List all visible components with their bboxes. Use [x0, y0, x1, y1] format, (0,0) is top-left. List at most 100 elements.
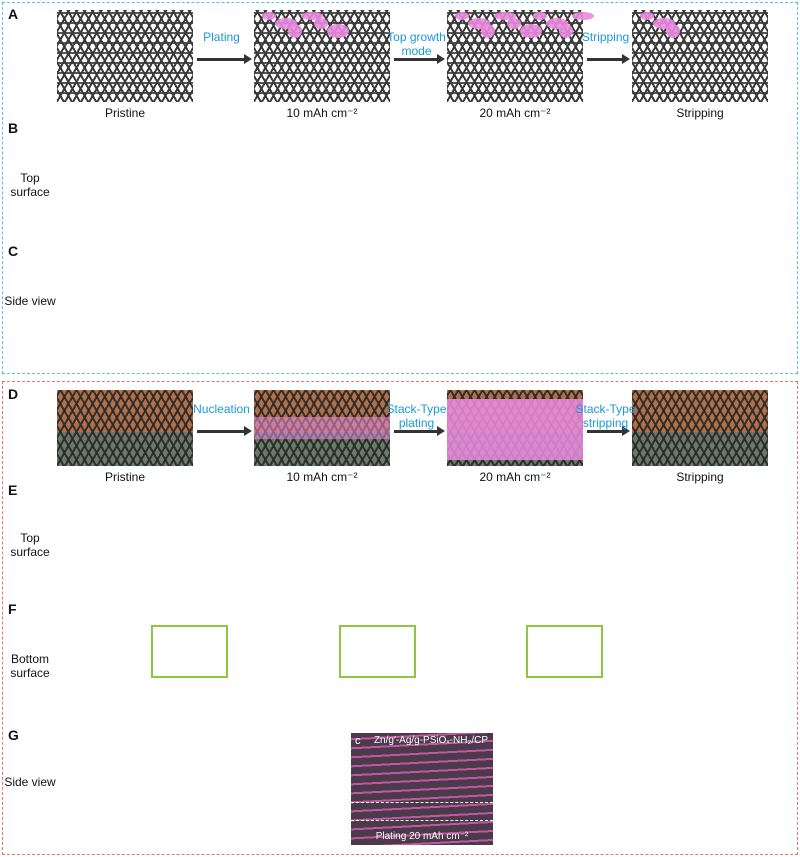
- inset-scale-label: 10 μm: [379, 662, 410, 675]
- scale-bar: [202, 656, 220, 659]
- scale-bar: [188, 701, 222, 703]
- panel-sub-letter: c: [437, 128, 443, 140]
- panel-sub-letter: c: [437, 609, 443, 621]
- image-title: Zn/CP: [752, 130, 787, 144]
- dash-line: [497, 820, 639, 822]
- micrograph: d Zn/g′-Ag/g-PSiOₓ-NH₂/CP Stripping 15 mAh…: [497, 733, 639, 845]
- schematic: [447, 10, 594, 102]
- scale-bar: [750, 701, 784, 703]
- dash-line: [246, 261, 418, 262]
- dash-line: [351, 802, 493, 804]
- panel-sub-letter: d: [624, 490, 631, 502]
- panel-sub-letter: d: [501, 735, 508, 747]
- row-label: Top surface: [10, 531, 50, 559]
- micrograph: c Zn/g′-Ag/g-PSiOₓ-NH₂/CP 50 μm: [433, 488, 605, 602]
- image-title: Zn/g′-Ag/g-PSiOₓ-NH₂/CP: [650, 611, 787, 625]
- image-title: Zn/g′-Ag/g-PSiOₓ-NH₂/CP: [463, 611, 600, 625]
- stage-label: Pristine: [104, 106, 145, 120]
- dash-line: [58, 802, 200, 804]
- image-title: Zn/g′-Ag/g-PSiOₓ-NH₂/CP: [80, 735, 195, 746]
- zn-deposit: [653, 18, 675, 29]
- micrograph: d Zn/CP 50 μm: [620, 126, 792, 244]
- micrograph: c Zn/CP Plating 20 mAh cm⁻²: [433, 249, 605, 367]
- arrow-label: Nucleation: [193, 402, 250, 416]
- stage-label: Stripping: [676, 106, 724, 120]
- image-title: Zn/g′-Ag/g-PSiOₓ-NH₂/CP: [519, 735, 634, 746]
- stage-label: 10 mAh cm⁻²: [286, 106, 358, 120]
- caption: Plating 5 mAh cm⁻²: [91, 350, 197, 364]
- zn-deposit: [314, 18, 328, 29]
- image-title: Zn/CP: [190, 251, 225, 265]
- schematic: [632, 10, 768, 102]
- micrograph: d Zn/CP Completely stripping: [620, 249, 792, 367]
- caption: Completely stripping: [668, 831, 760, 842]
- panel-letter: G: [8, 727, 19, 743]
- stage-label: 20 mAh cm⁻²: [479, 106, 551, 120]
- row-label: Bottom surface: [10, 652, 50, 680]
- panel-letter: A: [8, 6, 19, 22]
- caption: Plating 5 mAh cm⁻²: [85, 831, 173, 842]
- micrograph: d Zn/g′-Ag/g-PSiOₓ-NH₂/CP 50 μm: [620, 488, 792, 602]
- scale-label: 50 μm: [378, 584, 412, 598]
- image-title: Zn/g′-Ag/g-PSiOₓ-NH₂/CP: [276, 611, 413, 625]
- inset-scale-label: 5 μm: [197, 662, 222, 675]
- scale-bar: [376, 220, 410, 222]
- image-title: Zn/CP: [565, 130, 600, 144]
- panel-sub-letter: b: [250, 251, 257, 263]
- inset: 10 μm: [338, 625, 416, 679]
- scale-label: 50 μm: [190, 707, 224, 721]
- micrograph: b Zn/g′-Ag/g-PSiOₓ-NH₂/CP Plating 10 mAh c…: [205, 733, 347, 845]
- zn-deposit: [572, 12, 594, 20]
- zn-deposit: [507, 18, 521, 29]
- caption: Plating 10 mAh cm⁻²: [276, 350, 388, 364]
- dash-line: [58, 281, 230, 282]
- image-title: Bare CP: [179, 130, 225, 144]
- scale-label: 50 μm: [752, 226, 786, 240]
- panel-sub-letter: a: [62, 735, 69, 747]
- micrograph: d Zn/g′-Ag/g-PSiOₓ-NH₂/CP 50 μm: [620, 607, 792, 725]
- scale-label: 50 μm: [752, 707, 786, 721]
- zn-deposit: [275, 18, 297, 29]
- scale-bar: [376, 578, 410, 580]
- caption: Plating 20 mAh cm⁻²: [463, 350, 575, 364]
- panel-sub-letter: a: [62, 490, 69, 502]
- scale-label: 50 μm: [378, 226, 412, 240]
- scale-bar: [376, 701, 410, 703]
- zn-deposit: [288, 24, 302, 38]
- dash-line: [433, 261, 605, 262]
- panel-sub-letter: a: [62, 609, 69, 621]
- caption: Plating 20 mAh cm⁻²: [375, 831, 469, 842]
- dash-line: [643, 820, 785, 822]
- panel-sub-letter: d: [624, 609, 631, 621]
- scale-bar: [563, 220, 597, 222]
- image-title: Zn/CP: [565, 251, 600, 265]
- scale-bar: [188, 578, 222, 580]
- zn-deposit: [666, 24, 680, 38]
- panel-sub-letter: d: [624, 251, 631, 263]
- micrograph: b Zn/CP Plating 10 mAh cm⁻²: [246, 249, 418, 367]
- image-title: g′-Ag/g-PSiOₓ-NH₂/CP: [105, 492, 225, 506]
- micrograph: c Zn/g′-Ag/g-PSiOₓ-NH₂/CP 50 μm 10 μm: [433, 607, 605, 725]
- dash-line: [58, 261, 230, 262]
- schematic: [254, 10, 390, 102]
- zn-deposit: [481, 24, 495, 38]
- micrograph: a g′-Ag/g-PSiOₓ-NH₂/CP 50 μm: [58, 488, 230, 602]
- micrograph: e Zn/g′-Ag/g-PSiOₓ-NH₂/CP Completely strip…: [643, 733, 785, 845]
- panel-sub-letter: b: [250, 609, 257, 621]
- micrograph: c Zn/g′-Ag/g-PSiOₓ-NH₂/CP Plating 20 mAh c…: [351, 733, 493, 845]
- image-title: Zn/g′-Ag/g-PSiOₓ-NH₂/CP: [650, 492, 787, 506]
- scale-label: 50 μm: [565, 584, 599, 598]
- stage-label: Pristine: [104, 470, 145, 484]
- dash-line: [205, 802, 347, 804]
- row-label: Side view: [4, 294, 56, 308]
- dash-line: [620, 261, 792, 262]
- panel-letter: F: [8, 601, 17, 617]
- zn-deposit: [262, 12, 276, 20]
- stage-label: Stripping: [676, 470, 724, 484]
- scale-label: 50 μm: [190, 584, 224, 598]
- panel-sub-letter: b: [209, 735, 216, 747]
- micrograph: b Zn/CP 50 μm: [246, 126, 418, 244]
- scale-label: 50 μm: [190, 226, 224, 240]
- arrow: [394, 426, 445, 436]
